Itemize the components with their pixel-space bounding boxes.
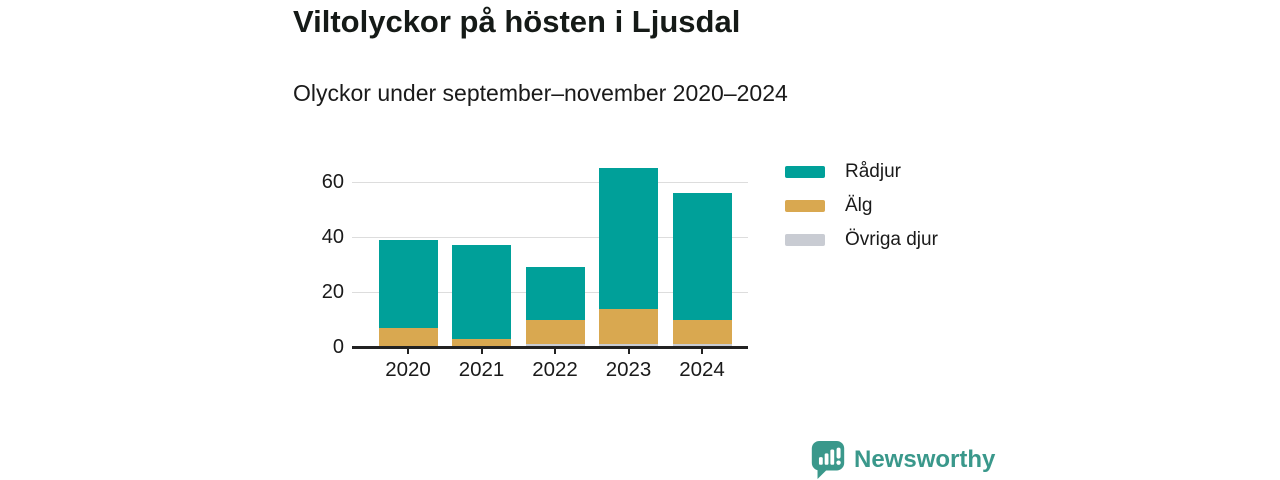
bar-segment [672,319,732,345]
legend-item: Rådjur [785,155,938,189]
legend-label: Rådjur [845,161,901,182]
brand-name: Newsworthy [854,446,996,473]
y-axis-tick-label: 20 [321,281,344,303]
bar-segment [672,193,732,320]
legend-swatch [785,166,825,178]
y-axis-tick-label: 60 [321,171,344,193]
bar-segment [525,344,585,347]
legend-label: Övriga djur [845,229,938,250]
bar-segment [525,267,585,320]
x-axis-tick [554,348,556,354]
x-axis-label: 2023 [605,358,652,381]
bar-segment [452,338,511,347]
bar-segment [599,308,658,345]
bar-segment [525,319,585,345]
chart-legend: Rådjur Älg Övriga djur [785,155,938,257]
bar-segment [672,344,732,347]
gridline [352,236,748,238]
legend-item: Älg [785,189,938,223]
x-axis-tick [480,348,483,354]
legend-item: Övriga djur [785,223,938,257]
bar-segment [378,239,438,328]
chart-subtitle: Olyckor under september–november 2020–20… [293,80,788,106]
y-axis-tick-label: 40 [321,226,344,248]
legend-label: Älg [845,195,873,216]
x-axis-label: 2022 [532,358,578,381]
legend-swatch [785,200,825,212]
x-axis-label: 2020 [385,358,431,381]
bar-segment [378,327,438,347]
newsworthy-logo-icon [811,440,845,480]
bar-segment [599,168,658,309]
gridline [352,181,748,183]
x-axis-label: 2021 [458,358,505,381]
bar-segment [452,245,511,339]
x-axis-tick [407,348,409,354]
x-axis-tick [627,348,630,354]
chart-title: Viltolyckor på hösten i Ljusdal [293,4,741,39]
x-axis-label: 2024 [679,358,725,381]
brand-footer: Newsworthy [810,440,995,480]
legend-swatch [785,234,825,246]
x-axis-tick [701,348,703,354]
x-axis-line [352,346,748,349]
bar-segment [599,344,658,347]
y-axis-tick-label: 0 [332,336,344,358]
